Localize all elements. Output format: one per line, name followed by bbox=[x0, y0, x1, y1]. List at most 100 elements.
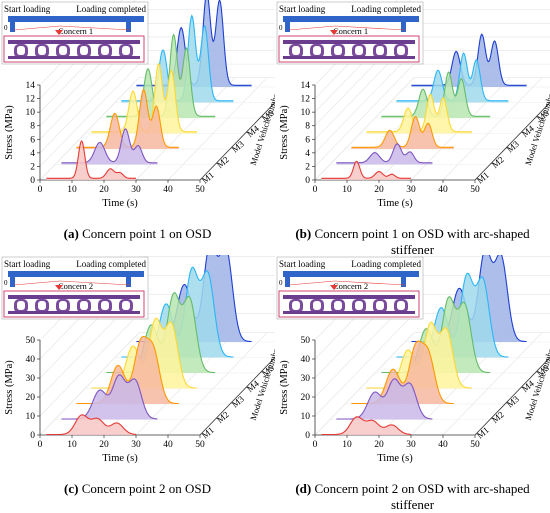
y-tick-label: 20 bbox=[26, 393, 36, 403]
deck-plate bbox=[283, 40, 415, 44]
y-tick-label: 50 bbox=[26, 336, 36, 346]
u-rib-hole bbox=[38, 301, 46, 310]
y-tick-label: 0 bbox=[305, 176, 310, 186]
u-rib-hole bbox=[355, 46, 363, 55]
y-tick-label: 4 bbox=[30, 149, 35, 159]
y-axis-title: Stress (MPa) bbox=[279, 360, 290, 415]
u-rib-hole bbox=[397, 301, 405, 310]
inset-end-label: Loading completed bbox=[351, 259, 421, 269]
x-tick-label: 20 bbox=[374, 440, 384, 450]
vehicle-lane bbox=[283, 16, 419, 22]
y-tick-label: 10 bbox=[301, 108, 311, 118]
x-tick-label: 40 bbox=[438, 185, 448, 195]
inset-start-label: Start loading bbox=[279, 4, 326, 14]
lane-support-left bbox=[285, 22, 290, 32]
inset-origin-label: 0 bbox=[279, 279, 283, 287]
y-tick-label: 0 bbox=[30, 431, 35, 441]
y-tick-label: 20 bbox=[301, 393, 311, 403]
u-rib-hole bbox=[122, 301, 130, 310]
inset-origin-label: 0 bbox=[4, 279, 8, 287]
x-tick-label: 0 bbox=[38, 440, 43, 450]
u-rib-hole bbox=[313, 46, 321, 55]
vehicle-label-M3: M3 bbox=[230, 394, 246, 410]
floor-beam bbox=[283, 311, 415, 314]
caption-text-d: Concern point 2 on OSD with arc-shaped bbox=[311, 481, 529, 496]
deck-plate bbox=[8, 295, 140, 299]
u-rib-hole bbox=[376, 46, 384, 55]
vehicle-label-M2: M2 bbox=[215, 154, 231, 170]
vehicle-label-M2: M2 bbox=[490, 409, 506, 425]
inset-start-label: Start loading bbox=[4, 259, 51, 269]
y-tick-label: 0 bbox=[30, 176, 35, 186]
x-tick-label: 20 bbox=[374, 185, 384, 195]
caption-b: (b) Concern point 1 on OSD with arc-shap… bbox=[275, 226, 550, 258]
concern-label: Concern 1 bbox=[58, 26, 93, 36]
caption-line2-d: stiffener bbox=[391, 497, 434, 512]
vehicle-label-M1: M1 bbox=[200, 170, 216, 186]
u-rib-hole bbox=[101, 46, 109, 55]
caption-a: (a) Concern point 1 on OSD bbox=[0, 226, 275, 242]
u-rib-hole bbox=[397, 46, 405, 55]
x-tick-label: 30 bbox=[131, 440, 141, 450]
x-tick-label: 40 bbox=[438, 440, 448, 450]
x-tick-label: 10 bbox=[342, 185, 352, 195]
u-rib-hole bbox=[292, 301, 300, 310]
lane-support-right bbox=[126, 22, 131, 32]
concern-label: Concern 1 bbox=[333, 26, 368, 36]
x-axis-title: Time (s) bbox=[102, 453, 138, 464]
caption-tag-a: (a) bbox=[64, 226, 79, 241]
u-rib-hole bbox=[334, 46, 342, 55]
x-tick-label: 30 bbox=[406, 440, 416, 450]
caption-tag-d: (d) bbox=[295, 481, 311, 496]
y-tick-label: 4 bbox=[305, 149, 310, 159]
inset-start-label: Start loading bbox=[4, 4, 51, 14]
x-tick-label: 50 bbox=[470, 440, 480, 450]
vehicle-label-M1: M1 bbox=[475, 425, 491, 441]
x-tick-label: 30 bbox=[406, 185, 416, 195]
x-tick-label: 20 bbox=[99, 185, 109, 195]
vehicle-lane bbox=[8, 16, 144, 22]
floor-beam bbox=[283, 56, 415, 59]
vehicle-label-M2: M2 bbox=[490, 154, 506, 170]
u-rib-hole bbox=[17, 46, 25, 55]
vehicle-lane bbox=[8, 271, 144, 277]
lane-support-right bbox=[126, 277, 131, 287]
concern-label: Concern 2 bbox=[333, 281, 368, 291]
y-tick-label: 10 bbox=[301, 412, 311, 422]
x-axis-title: Time (s) bbox=[377, 198, 413, 209]
u-rib-hole bbox=[80, 46, 88, 55]
y-tick-label: 50 bbox=[301, 336, 311, 346]
y-axis-title: Stress (MPa) bbox=[4, 360, 15, 415]
caption-tag-c: (c) bbox=[64, 481, 78, 496]
x-axis-title: Time (s) bbox=[377, 453, 413, 464]
lane-support-right bbox=[401, 277, 406, 287]
y-tick-label: 8 bbox=[30, 122, 35, 132]
deck-plate bbox=[8, 40, 140, 44]
y-tick-label: 2 bbox=[30, 162, 35, 172]
inset-origin-label: 0 bbox=[279, 24, 283, 32]
lane-support-left bbox=[10, 22, 15, 32]
u-rib-hole bbox=[59, 301, 67, 310]
vehicle-label-M1: M1 bbox=[200, 425, 216, 441]
x-tick-label: 40 bbox=[163, 440, 173, 450]
u-rib-hole bbox=[59, 46, 67, 55]
inset: Start loading Loading completed 0 Concern 1 bbox=[2, 2, 148, 64]
caption-text-b: Concern point 1 on OSD with arc-shaped bbox=[311, 226, 529, 241]
vehicle-label-M3: M3 bbox=[505, 394, 521, 410]
y-tick-label: 0 bbox=[305, 431, 310, 441]
inset-origin-label: 0 bbox=[4, 24, 8, 32]
y-tick-label: 12 bbox=[301, 95, 311, 105]
y-tick-label: 8 bbox=[305, 122, 310, 132]
y-axis-title: Stress (MPa) bbox=[4, 105, 15, 160]
inset-end-label: Loading completed bbox=[76, 4, 146, 14]
u-rib-hole bbox=[334, 301, 342, 310]
caption-text-c: Concern point 2 on OSD bbox=[78, 481, 211, 496]
